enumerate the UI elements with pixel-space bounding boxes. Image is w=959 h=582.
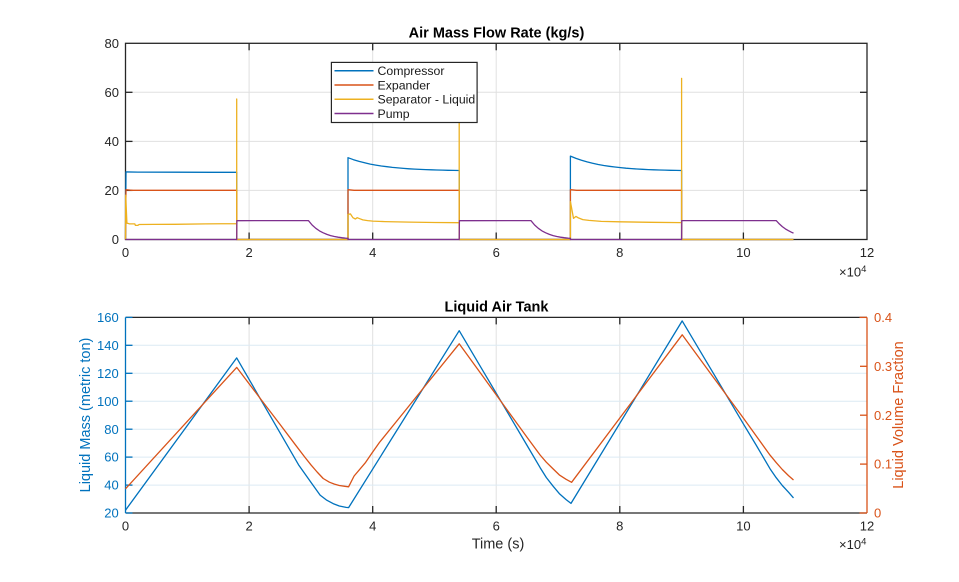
svg-text:Expander: Expander xyxy=(378,79,431,93)
svg-text:12: 12 xyxy=(860,519,874,534)
svg-text:0.2: 0.2 xyxy=(874,408,892,423)
svg-text:20: 20 xyxy=(104,506,118,521)
svg-text:40: 40 xyxy=(105,134,119,149)
svg-text:Compressor: Compressor xyxy=(378,64,445,78)
svg-text:Liquid Air Tank: Liquid Air Tank xyxy=(445,300,550,316)
svg-text:0: 0 xyxy=(122,519,129,534)
svg-text:Time (s): Time (s) xyxy=(472,537,525,553)
svg-text:12: 12 xyxy=(860,245,874,260)
svg-text:120: 120 xyxy=(97,366,119,381)
svg-text:×104: ×104 xyxy=(839,264,866,280)
svg-text:6: 6 xyxy=(493,519,500,534)
svg-text:Air Mass Flow Rate (kg/s): Air Mass Flow Rate (kg/s) xyxy=(409,26,585,42)
svg-text:0.3: 0.3 xyxy=(874,359,892,374)
svg-text:2: 2 xyxy=(245,245,252,260)
svg-text:Separator - Liquid: Separator - Liquid xyxy=(378,93,476,107)
svg-text:0.1: 0.1 xyxy=(874,457,892,472)
svg-text:Liquid Mass (metric ton): Liquid Mass (metric ton) xyxy=(78,338,94,493)
svg-text:80: 80 xyxy=(105,36,119,51)
svg-text:8: 8 xyxy=(616,519,623,534)
svg-text:0: 0 xyxy=(874,506,881,521)
svg-text:8: 8 xyxy=(616,245,623,260)
svg-text:40: 40 xyxy=(104,478,118,493)
svg-text:0: 0 xyxy=(112,232,119,247)
svg-text:0: 0 xyxy=(122,245,129,260)
svg-text:60: 60 xyxy=(104,450,118,465)
svg-text:0.4: 0.4 xyxy=(874,310,892,325)
svg-text:6: 6 xyxy=(493,245,500,260)
svg-text:Liquid Volume Fraction: Liquid Volume Fraction xyxy=(891,341,907,489)
svg-text:4: 4 xyxy=(369,519,376,534)
svg-text:10: 10 xyxy=(736,519,750,534)
svg-text:20: 20 xyxy=(105,183,119,198)
svg-text:160: 160 xyxy=(97,310,119,325)
svg-text:10: 10 xyxy=(736,245,750,260)
svg-text:×104: ×104 xyxy=(839,537,866,553)
svg-text:80: 80 xyxy=(104,422,118,437)
svg-text:100: 100 xyxy=(97,394,119,409)
svg-text:60: 60 xyxy=(105,85,119,100)
svg-text:Pump: Pump xyxy=(378,107,410,121)
svg-text:4: 4 xyxy=(369,245,376,260)
svg-text:2: 2 xyxy=(245,519,252,534)
svg-text:140: 140 xyxy=(97,338,119,353)
